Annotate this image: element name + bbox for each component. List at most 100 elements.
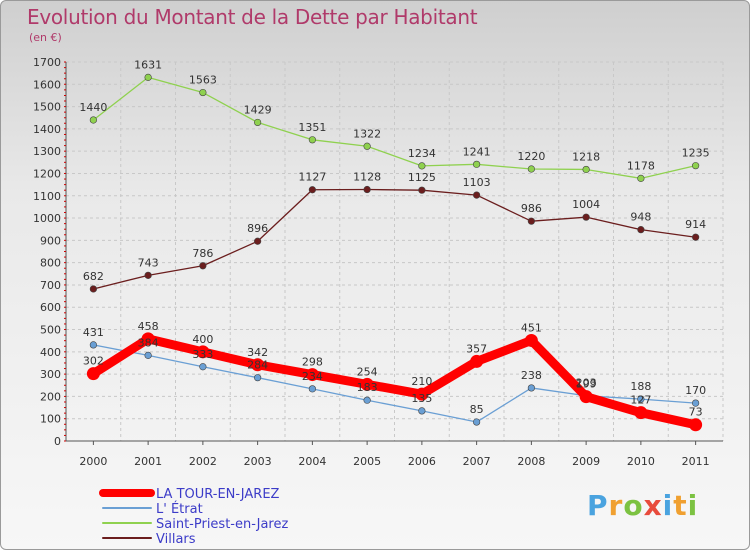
- y-tick-label: 700: [40, 279, 61, 292]
- y-tick-label: 600: [40, 301, 61, 314]
- y-tick-label: 1100: [33, 190, 61, 203]
- data-point: [89, 116, 97, 124]
- legend-label: Saint-Priest-en-Jarez: [156, 517, 288, 532]
- data-label: 188: [630, 380, 651, 393]
- series-line: [88, 334, 701, 430]
- data-point: [89, 285, 97, 293]
- data-point: [363, 185, 371, 194]
- data-label: 896: [247, 222, 268, 235]
- data-point: [473, 418, 481, 426]
- data-label: 298: [302, 356, 323, 369]
- data-point: [692, 233, 700, 241]
- x-tick-label: 2008: [517, 455, 545, 468]
- y-tick-label: 400: [40, 346, 61, 359]
- chart-title: Evolution du Montant de la Dette par Hab…: [27, 5, 478, 29]
- data-point: [360, 377, 374, 391]
- data-label: 743: [138, 256, 159, 269]
- data-label: 127: [630, 394, 651, 407]
- data-label: 210: [411, 375, 432, 388]
- data-label: 1103: [463, 176, 491, 189]
- data-label: 199: [576, 378, 597, 391]
- data-point: [141, 332, 155, 346]
- data-point: [692, 399, 700, 407]
- x-tick-label: 2011: [682, 455, 710, 468]
- data-label: 234: [302, 370, 323, 383]
- data-point: [527, 165, 535, 173]
- data-label: 357: [466, 342, 487, 355]
- data-label: 1235: [682, 147, 710, 160]
- data-point: [637, 395, 645, 403]
- data-point: [418, 162, 426, 170]
- data-label: 1125: [408, 171, 436, 184]
- legend-label: LA TOUR-EN-JAREZ: [156, 487, 280, 502]
- data-point: [308, 385, 316, 393]
- data-point: [470, 354, 484, 368]
- chart-unit-label: (en €): [29, 31, 62, 44]
- x-tick-label: 2007: [463, 455, 491, 468]
- data-label: 400: [192, 333, 213, 346]
- data-point: [524, 333, 538, 347]
- x-tick-label: 2010: [627, 455, 655, 468]
- legend-label: Villars: [156, 532, 196, 547]
- data-label: 1128: [353, 171, 381, 184]
- data-label: 431: [83, 326, 104, 339]
- data-label: 73: [689, 406, 703, 419]
- data-point: [305, 368, 319, 382]
- legend-label: L' Étrat: [156, 501, 203, 517]
- data-point: [251, 358, 265, 372]
- data-point: [363, 142, 371, 150]
- data-point: [254, 118, 262, 127]
- data-label: 1440: [79, 101, 107, 114]
- data-label: 1322: [353, 127, 381, 140]
- x-tick-label: 2002: [189, 455, 217, 468]
- data-label: 203: [576, 377, 597, 390]
- data-label: 1127: [298, 171, 326, 184]
- data-point: [254, 237, 262, 245]
- y-tick-label: 1000: [33, 212, 61, 225]
- x-tick-label: 2005: [353, 455, 381, 468]
- data-label: 302: [83, 355, 104, 368]
- data-label: 1220: [517, 150, 545, 163]
- data-point: [527, 384, 535, 392]
- series-line: [92, 76, 697, 180]
- data-label: 1241: [463, 145, 491, 158]
- data-point: [199, 363, 207, 371]
- data-label: 1218: [572, 150, 600, 163]
- data-label: 170: [685, 384, 706, 397]
- data-point: [527, 217, 535, 225]
- data-point: [582, 213, 590, 221]
- series-line: [92, 188, 697, 290]
- data-point: [196, 345, 210, 359]
- data-point: [579, 390, 593, 404]
- data-point: [415, 387, 429, 401]
- data-label: 948: [630, 211, 651, 224]
- y-tick-label: 0: [54, 435, 61, 448]
- x-tick-label: 2003: [244, 455, 272, 468]
- data-point: [637, 226, 645, 234]
- data-label: 1178: [627, 159, 655, 172]
- data-point: [144, 271, 152, 279]
- x-tick-label: 2004: [298, 455, 326, 468]
- data-label: 458: [138, 320, 159, 333]
- y-tick-label: 1300: [33, 145, 61, 158]
- data-point: [363, 396, 371, 404]
- data-label: 333: [192, 348, 213, 361]
- data-point: [473, 160, 481, 168]
- data-label: 342: [247, 346, 268, 359]
- data-label: 254: [357, 365, 378, 378]
- data-label: 786: [192, 247, 213, 260]
- data-label: 914: [685, 218, 706, 231]
- x-tick-label: 2009: [572, 455, 600, 468]
- y-tick-label: 1200: [33, 167, 61, 180]
- data-point: [689, 418, 703, 432]
- data-point: [692, 162, 700, 170]
- data-label: 183: [357, 381, 378, 394]
- data-label: 1004: [572, 198, 600, 211]
- data-label: 682: [83, 270, 104, 283]
- data-label: 1631: [134, 58, 162, 71]
- data-point: [254, 374, 262, 382]
- data-point: [308, 186, 316, 194]
- data-point: [89, 341, 97, 349]
